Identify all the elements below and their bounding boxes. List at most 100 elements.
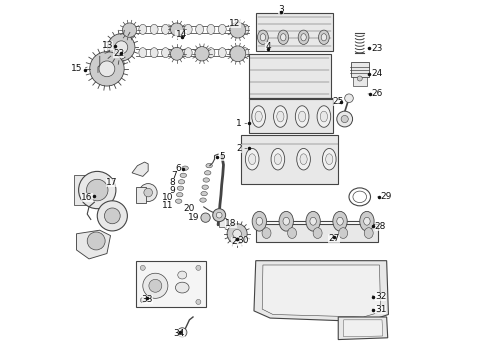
Circle shape [122,23,137,37]
Text: 16: 16 [81,193,93,202]
Bar [136,187,147,203]
Ellipse shape [337,217,343,225]
Ellipse shape [230,48,238,58]
Text: 32: 32 [375,292,386,301]
Ellipse shape [326,154,333,165]
Text: 27: 27 [328,234,340,243]
Ellipse shape [364,217,370,225]
Ellipse shape [184,24,192,35]
Ellipse shape [281,34,286,41]
Text: 11: 11 [162,201,173,210]
Circle shape [144,188,152,197]
Ellipse shape [178,180,185,184]
Text: 23: 23 [371,44,383,53]
Text: 26: 26 [371,89,383,98]
Ellipse shape [357,76,362,81]
Ellipse shape [162,24,170,35]
Text: 3: 3 [278,5,284,14]
Ellipse shape [313,228,322,238]
Ellipse shape [298,30,309,44]
Bar [256,225,378,242]
Polygon shape [132,162,148,176]
Circle shape [230,22,245,38]
Ellipse shape [207,24,215,35]
Circle shape [99,61,115,77]
Text: 24: 24 [371,69,383,78]
Bar [74,175,97,205]
Circle shape [213,209,225,222]
Ellipse shape [200,198,206,202]
Ellipse shape [318,30,329,44]
Ellipse shape [196,48,203,58]
Ellipse shape [162,48,170,58]
Text: 12: 12 [229,19,241,28]
Ellipse shape [273,106,287,127]
Ellipse shape [278,30,289,44]
Ellipse shape [255,111,262,122]
Text: 10: 10 [162,193,173,202]
Ellipse shape [219,48,226,58]
Circle shape [90,51,124,86]
Circle shape [171,23,183,36]
Ellipse shape [196,24,203,35]
Ellipse shape [177,186,184,190]
Text: 8: 8 [170,178,175,187]
Bar [219,218,225,226]
Text: 15: 15 [72,64,83,73]
Ellipse shape [202,185,208,189]
Ellipse shape [297,148,310,170]
Ellipse shape [175,199,182,203]
Circle shape [143,273,168,298]
Text: 4: 4 [266,42,271,51]
Text: 33: 33 [142,295,153,304]
Bar [248,99,333,134]
Ellipse shape [317,106,331,127]
Ellipse shape [339,228,347,238]
Bar [136,261,205,307]
Ellipse shape [219,24,226,35]
Ellipse shape [252,106,266,127]
Circle shape [115,41,128,54]
Ellipse shape [176,193,183,197]
Circle shape [201,213,210,222]
Circle shape [196,265,201,270]
Text: 1: 1 [236,119,242,128]
Polygon shape [254,261,389,321]
Polygon shape [338,317,388,339]
Text: 9: 9 [170,185,175,194]
Circle shape [195,46,209,61]
Text: 6: 6 [175,164,181,173]
Text: 18: 18 [225,219,237,228]
Ellipse shape [203,178,210,182]
Bar [248,54,331,98]
Ellipse shape [298,111,306,122]
Ellipse shape [230,24,238,35]
Ellipse shape [256,217,263,225]
Polygon shape [76,230,111,259]
Ellipse shape [139,48,147,58]
Ellipse shape [277,111,284,122]
Ellipse shape [248,154,256,165]
Ellipse shape [241,48,249,58]
Ellipse shape [288,228,296,238]
Ellipse shape [360,211,374,231]
Text: 2: 2 [237,144,242,153]
Ellipse shape [204,171,211,175]
Ellipse shape [206,163,212,168]
Ellipse shape [333,211,347,231]
Ellipse shape [321,34,326,41]
Circle shape [87,232,105,250]
Circle shape [230,46,245,62]
Circle shape [108,34,135,61]
Text: 13: 13 [101,41,113,50]
Circle shape [149,279,162,292]
Ellipse shape [173,24,181,35]
Ellipse shape [201,192,207,196]
Circle shape [140,298,146,303]
Ellipse shape [173,48,181,58]
Ellipse shape [320,111,327,122]
Text: 7: 7 [171,171,177,180]
Text: 5: 5 [219,152,225,161]
Ellipse shape [301,34,306,41]
Polygon shape [343,320,383,337]
